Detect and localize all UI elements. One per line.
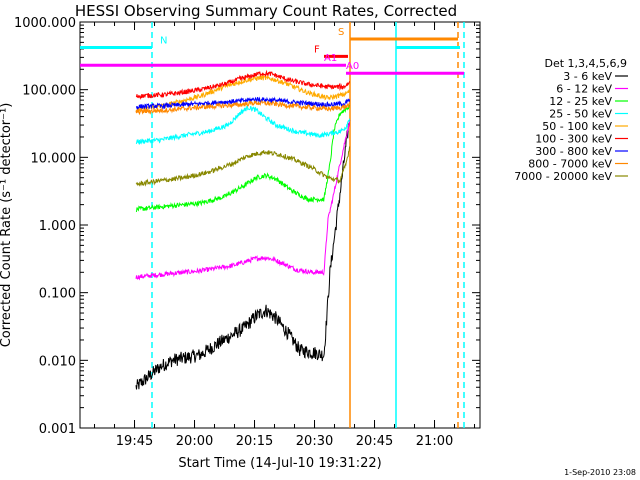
date-stamp: 1-Sep-2010 23:08 [564,468,636,477]
x-tick-label: 20:45 [356,434,393,449]
flag-label: F [314,44,320,55]
y-tick-label: 10.000 [31,151,77,166]
series-line [135,104,351,145]
flag-label: N [160,35,167,46]
x-tick-label: 21:00 [416,434,453,449]
series-line [135,146,351,187]
series-line [135,74,351,113]
y-axis-title: Corrected Count Rate (s⁻¹ detector⁻¹) [0,103,14,348]
flag-label: S [338,27,344,38]
series-line [135,99,350,116]
series-lines [135,69,351,390]
legend-title: Det 1,3,4,5,6,9 [544,57,627,70]
y-tick-label: 1.000 [39,219,76,234]
x-tick-labels: 19:45 20:00 20:15 20:30 20:45 21:00 [116,434,453,449]
legend-label: 50 - 100 keV [542,120,612,133]
flag-label: A1 [324,53,337,64]
x-tick-label: 20:30 [296,434,333,449]
x-tick-label: 19:45 [116,434,153,449]
legend-label: 300 - 800 keV [535,145,612,158]
y-tick-label: 0.010 [39,354,76,369]
vertical-markers [151,22,465,428]
x-axis-title: Start Time (14-Jul-10 19:31:22) [178,456,381,471]
y-tick-label: 0.001 [39,422,76,437]
legend-label: 800 - 7000 keV [528,158,612,171]
series-line [135,104,351,213]
chart-title: HESSI Observing Summary Count Rates, Cor… [75,2,457,20]
y-tick-label: 0.100 [39,287,76,302]
legend-label: 6 - 12 keV [556,83,612,96]
flag-label: A0 [346,61,359,72]
x-tick-label: 20:15 [236,434,273,449]
series-line [135,69,351,100]
y-tick-label: 100.000 [22,84,76,99]
flag-bars: N S F A1 A0 [80,27,464,75]
series-line [135,119,351,390]
legend-label: 100 - 300 keV [535,133,612,146]
y-tick-label: 1000.000 [14,16,76,31]
plot-frame [79,21,481,429]
legend-label: 25 - 50 keV [549,108,612,121]
legend-label: 3 - 6 keV [563,70,612,83]
series-line [135,120,351,281]
legend-label: 12 - 25 keV [549,95,612,108]
axis-ticks [80,21,480,429]
y-tick-labels: 0.001 0.010 0.100 1.000 10.000 100.000 1000.00… [14,16,76,437]
legend-label: 7000 - 20000 keV [514,170,612,183]
x-tick-label: 20:00 [176,434,213,449]
plot-area: N S F A1 A0 [79,21,481,429]
